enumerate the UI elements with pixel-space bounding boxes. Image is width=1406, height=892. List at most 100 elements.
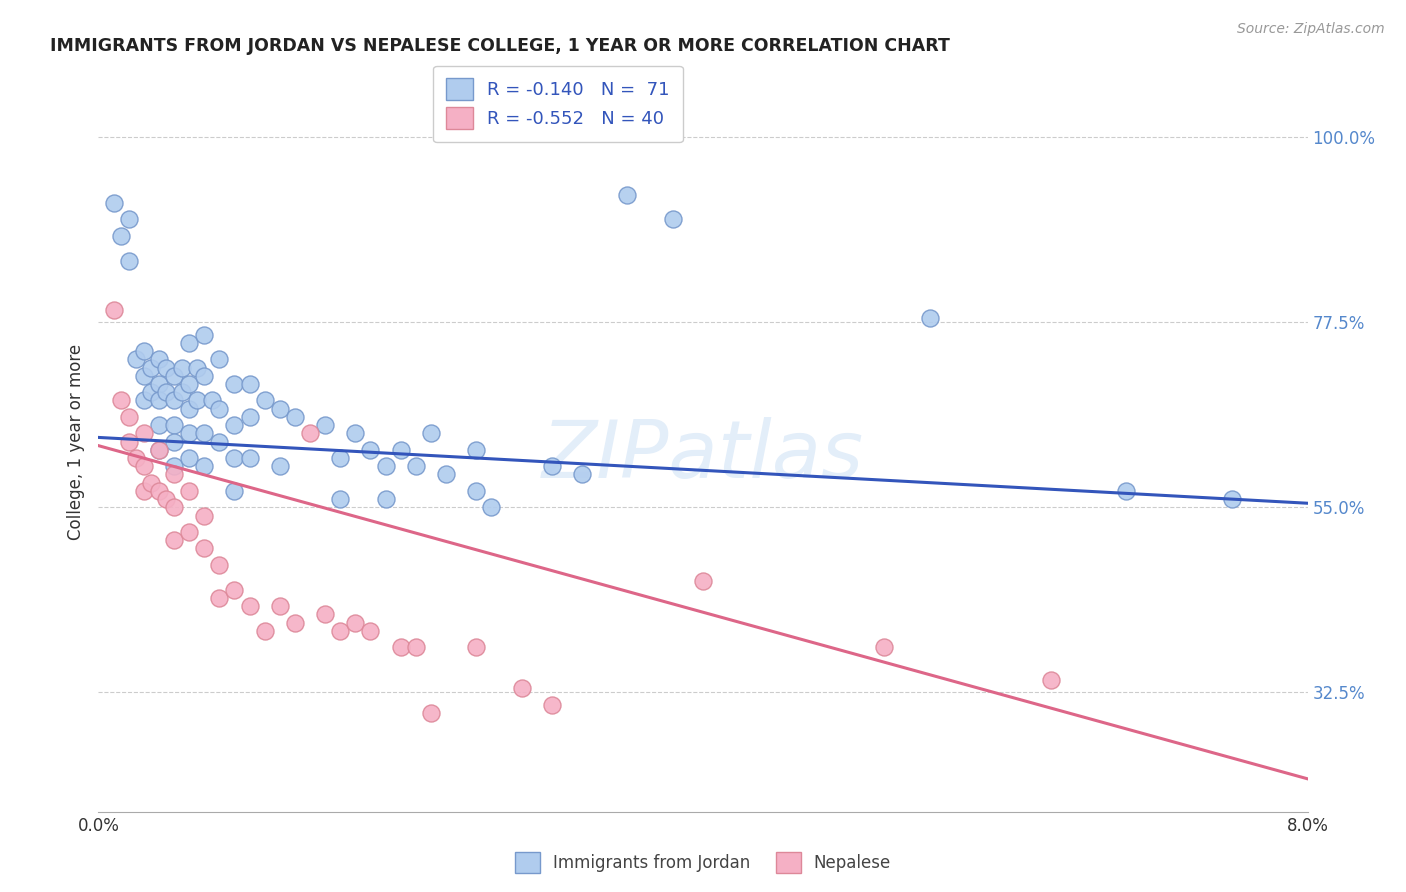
Point <box>148 352 170 367</box>
Point <box>141 360 163 375</box>
Point <box>224 582 246 597</box>
Point <box>155 385 177 400</box>
Point <box>132 368 155 383</box>
Point <box>179 335 201 350</box>
Point <box>148 442 170 457</box>
Point <box>224 483 246 498</box>
Point <box>405 459 427 474</box>
Point <box>163 533 186 548</box>
Point <box>132 344 155 359</box>
Point <box>269 401 291 416</box>
Point <box>179 450 201 465</box>
Point <box>239 409 262 424</box>
Point <box>132 426 155 441</box>
Point <box>148 376 170 391</box>
Point <box>239 376 262 391</box>
Point <box>405 640 427 655</box>
Point <box>179 401 201 416</box>
Point <box>163 393 186 408</box>
Point <box>125 352 148 367</box>
Point <box>224 450 246 465</box>
Point <box>360 624 382 638</box>
Point <box>284 615 307 630</box>
Text: IMMIGRANTS FROM JORDAN VS NEPALESE COLLEGE, 1 YEAR OR MORE CORRELATION CHART: IMMIGRANTS FROM JORDAN VS NEPALESE COLLE… <box>51 37 950 54</box>
Point <box>103 196 125 211</box>
Point <box>110 393 132 408</box>
Point <box>208 434 231 449</box>
Point <box>329 492 352 507</box>
Point <box>344 426 367 441</box>
Point <box>179 483 201 498</box>
Point <box>118 253 141 268</box>
Point <box>389 640 412 655</box>
Point <box>208 558 231 572</box>
Text: ZIPatlas: ZIPatlas <box>541 417 865 495</box>
Point <box>253 393 276 408</box>
Point <box>314 607 336 622</box>
Point <box>170 385 193 400</box>
Point <box>186 393 208 408</box>
Point <box>155 492 177 507</box>
Point <box>148 393 170 408</box>
Point <box>360 442 382 457</box>
Point <box>186 360 208 375</box>
Point <box>692 574 714 589</box>
Point <box>344 615 367 630</box>
Point <box>284 409 307 424</box>
Point <box>510 681 533 696</box>
Point <box>420 706 443 720</box>
Point <box>1039 673 1062 687</box>
Point <box>208 591 231 605</box>
Point <box>110 228 132 243</box>
Point <box>201 393 224 408</box>
Point <box>540 698 562 712</box>
Point <box>141 475 163 490</box>
Point <box>118 434 141 449</box>
Point <box>329 450 352 465</box>
Point <box>163 467 186 482</box>
Point <box>163 368 186 383</box>
Y-axis label: College, 1 year or more: College, 1 year or more <box>66 343 84 540</box>
Point <box>208 401 231 416</box>
Point <box>253 624 276 638</box>
Point <box>141 385 163 400</box>
Point <box>148 418 170 433</box>
Point <box>239 599 262 613</box>
Point <box>118 212 141 227</box>
Point <box>269 599 291 613</box>
Point <box>163 500 186 515</box>
Point <box>571 467 593 482</box>
Point <box>329 624 352 638</box>
Point <box>193 459 215 474</box>
Point <box>465 483 488 498</box>
Point <box>1220 492 1243 507</box>
Point <box>179 376 201 391</box>
Point <box>193 426 215 441</box>
Point <box>420 426 443 441</box>
Point <box>481 500 503 515</box>
Point <box>540 459 562 474</box>
Point <box>1115 483 1137 498</box>
Text: Source: ZipAtlas.com: Source: ZipAtlas.com <box>1237 22 1385 37</box>
Point <box>170 360 193 375</box>
Point <box>163 418 186 433</box>
Point <box>132 483 155 498</box>
Point <box>179 426 201 441</box>
Point <box>661 212 683 227</box>
Point <box>465 640 488 655</box>
Point <box>873 640 896 655</box>
Point <box>374 492 396 507</box>
Point <box>314 418 336 433</box>
Point <box>374 459 396 474</box>
Point <box>616 187 638 202</box>
Point <box>163 434 186 449</box>
Point <box>208 352 231 367</box>
Point <box>148 442 170 457</box>
Point <box>132 459 155 474</box>
Point <box>148 483 170 498</box>
Point <box>434 467 457 482</box>
Point <box>132 393 155 408</box>
Point <box>224 376 246 391</box>
Point <box>125 450 148 465</box>
Point <box>389 442 412 457</box>
